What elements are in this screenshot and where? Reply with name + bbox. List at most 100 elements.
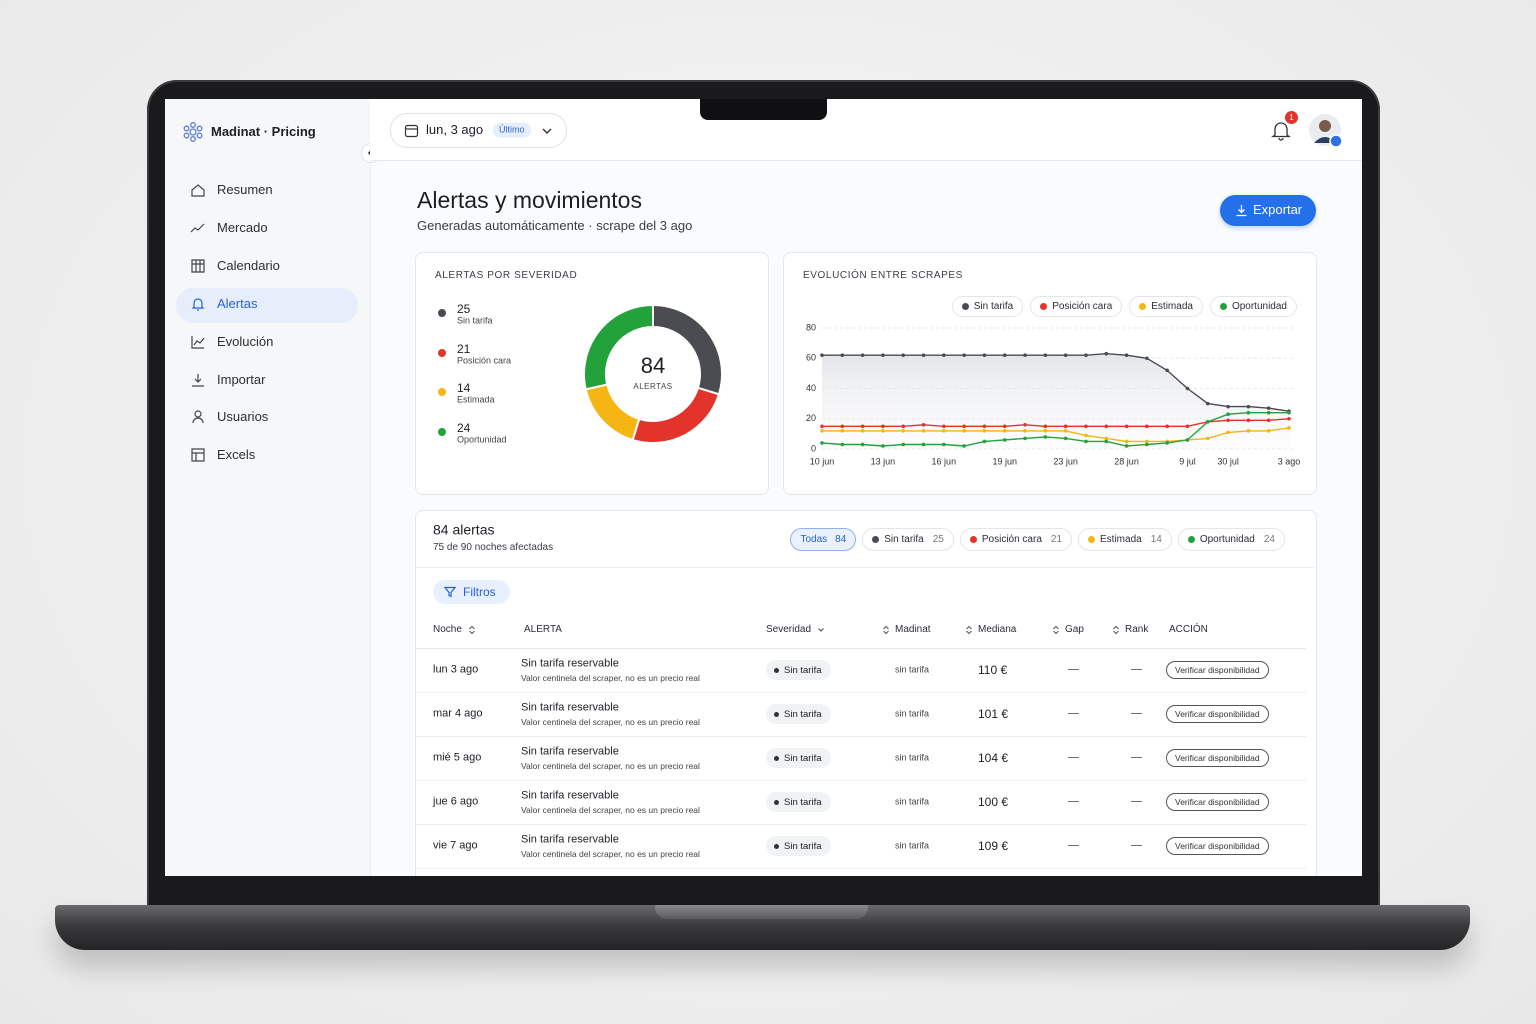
chip-count: 25 <box>932 534 944 545</box>
action-button[interactable]: Verificar disponibilidad <box>1166 661 1269 679</box>
action-button[interactable]: Verificar disponibilidad <box>1166 749 1269 767</box>
date-chevron <box>542 128 552 134</box>
gap: — <box>1068 839 1079 852</box>
severity-dot <box>774 711 779 717</box>
series-point <box>1165 441 1169 445</box>
series-point <box>901 353 906 358</box>
nav-icon-path <box>191 298 205 311</box>
series-point <box>921 353 926 358</box>
sort-glyph <box>883 625 889 635</box>
nav-icon <box>191 259 205 273</box>
severity-label: Sin tarifa <box>784 752 822 764</box>
legend-dot <box>438 388 446 396</box>
brand-name: Madinat · Pricing <box>211 124 316 140</box>
nav-item[interactable]: Calendario <box>176 249 358 283</box>
nav-item[interactable]: Mercado <box>176 211 358 245</box>
y-tick-label: 40 <box>806 383 816 393</box>
series-point <box>1043 424 1048 429</box>
severity-dot <box>774 667 779 673</box>
series-point <box>1084 424 1088 429</box>
nav-item[interactable]: Usuarios <box>176 400 358 434</box>
chip-count: 84 <box>835 534 847 545</box>
nav-icon <box>191 448 205 462</box>
dropdown-icon[interactable] <box>817 625 825 635</box>
legend-item[interactable]: Oportunidad <box>1209 296 1297 317</box>
nav-label: Mercado <box>217 220 268 236</box>
sort-icon[interactable] <box>468 625 476 635</box>
series-point <box>840 442 845 447</box>
donut-total: 84 <box>641 353 665 378</box>
chip-dot <box>872 536 880 543</box>
series-point <box>1246 404 1251 409</box>
avatar[interactable] <box>1308 113 1344 149</box>
series-point <box>860 442 865 447</box>
series-point <box>820 353 824 358</box>
nav-item[interactable]: Evolución <box>176 325 358 359</box>
series-point <box>1124 439 1129 444</box>
nav-item[interactable]: Resumen <box>176 173 358 207</box>
column-header: Rank <box>1125 624 1149 635</box>
sort-icon[interactable] <box>1052 625 1060 635</box>
export-button[interactable]: Exportar <box>1220 195 1316 226</box>
evolution-title: EVOLUCIÓN ENTRE SCRAPES <box>803 270 963 281</box>
sort-icon[interactable] <box>965 625 973 635</box>
y-tick-label: 0 <box>811 443 816 453</box>
legend-dot <box>961 303 969 310</box>
legend-item[interactable]: Estimada <box>1129 296 1203 317</box>
chip[interactable]: Sin tarifa 25 <box>862 528 954 551</box>
x-tick-label: 13 jun <box>871 456 896 466</box>
filters-button[interactable]: Filtros <box>433 580 510 604</box>
night: vie 7 ago <box>433 839 478 852</box>
sort-icon[interactable] <box>882 625 890 635</box>
header-divider <box>370 160 1362 161</box>
alert-title: Sin tarifa reservable <box>521 657 619 670</box>
severity-pill: Sin tarifa <box>766 792 831 812</box>
severity-label: Sin tarifa <box>784 796 822 808</box>
severity-dot <box>774 755 779 761</box>
series-line <box>822 427 1290 443</box>
series-point <box>820 424 824 429</box>
alerts-title: 84 alertas <box>433 521 495 538</box>
bell-icon[interactable] <box>1270 119 1292 141</box>
sort-glyph <box>1053 625 1059 635</box>
legend-dot <box>438 348 446 357</box>
legend-label: Estimada <box>457 394 495 405</box>
gap: — <box>1068 795 1079 808</box>
chip-all[interactable]: Todas 84 <box>790 528 857 551</box>
series-point <box>840 424 845 429</box>
action-button[interactable]: Verificar disponibilidad <box>1166 705 1269 723</box>
column-header: ALERTA <box>524 624 562 635</box>
series-point <box>1165 424 1169 429</box>
action-button[interactable]: Verificar disponibilidad <box>1166 793 1269 811</box>
column-header: Mediana <box>978 624 1017 635</box>
notification-badge: 1 <box>1285 111 1298 124</box>
sort-glyph <box>966 625 972 635</box>
legend-item[interactable]: Posición cara <box>1030 296 1123 317</box>
chip[interactable]: Oportunidad 24 <box>1177 528 1285 551</box>
nav-item[interactable]: Importar <box>176 363 358 397</box>
date-picker[interactable]: lun, 3 ago Último <box>390 113 567 148</box>
page-subtitle: Generadas automáticamente · scrape del 3… <box>417 218 693 234</box>
chip[interactable]: Estimada 14 <box>1078 528 1172 551</box>
row-divider <box>416 736 1306 737</box>
series-point <box>921 442 926 447</box>
brand-logo <box>183 122 203 142</box>
series-point <box>1002 429 1007 433</box>
series-point <box>1104 351 1109 356</box>
nav-item[interactable]: Excels <box>176 438 358 472</box>
x-tick-label: 10 jun <box>810 456 835 466</box>
sort-icon[interactable] <box>1112 625 1120 635</box>
nav-icon <box>190 223 205 233</box>
series-area <box>822 353 1289 449</box>
series-point <box>1084 353 1088 358</box>
nav-item[interactable]: Alertas <box>176 287 358 321</box>
chip[interactable]: Posición cara 21 <box>959 528 1073 551</box>
action-button[interactable]: Verificar disponibilidad <box>1166 837 1269 855</box>
donut-segment <box>584 383 641 442</box>
row-divider <box>416 780 1306 781</box>
severity-chips: Todas 84 Sin tarifa 25 Posición cara 21 Estima… <box>790 528 1285 551</box>
charts: 84 ALERTAS 0 20 40 60 80 10 jun 13 jun 16 jun 19 j… <box>583 303 1300 466</box>
series-point <box>1226 430 1230 435</box>
legend-item[interactable]: Sin tarifa <box>951 296 1024 317</box>
series-point <box>881 444 885 448</box>
